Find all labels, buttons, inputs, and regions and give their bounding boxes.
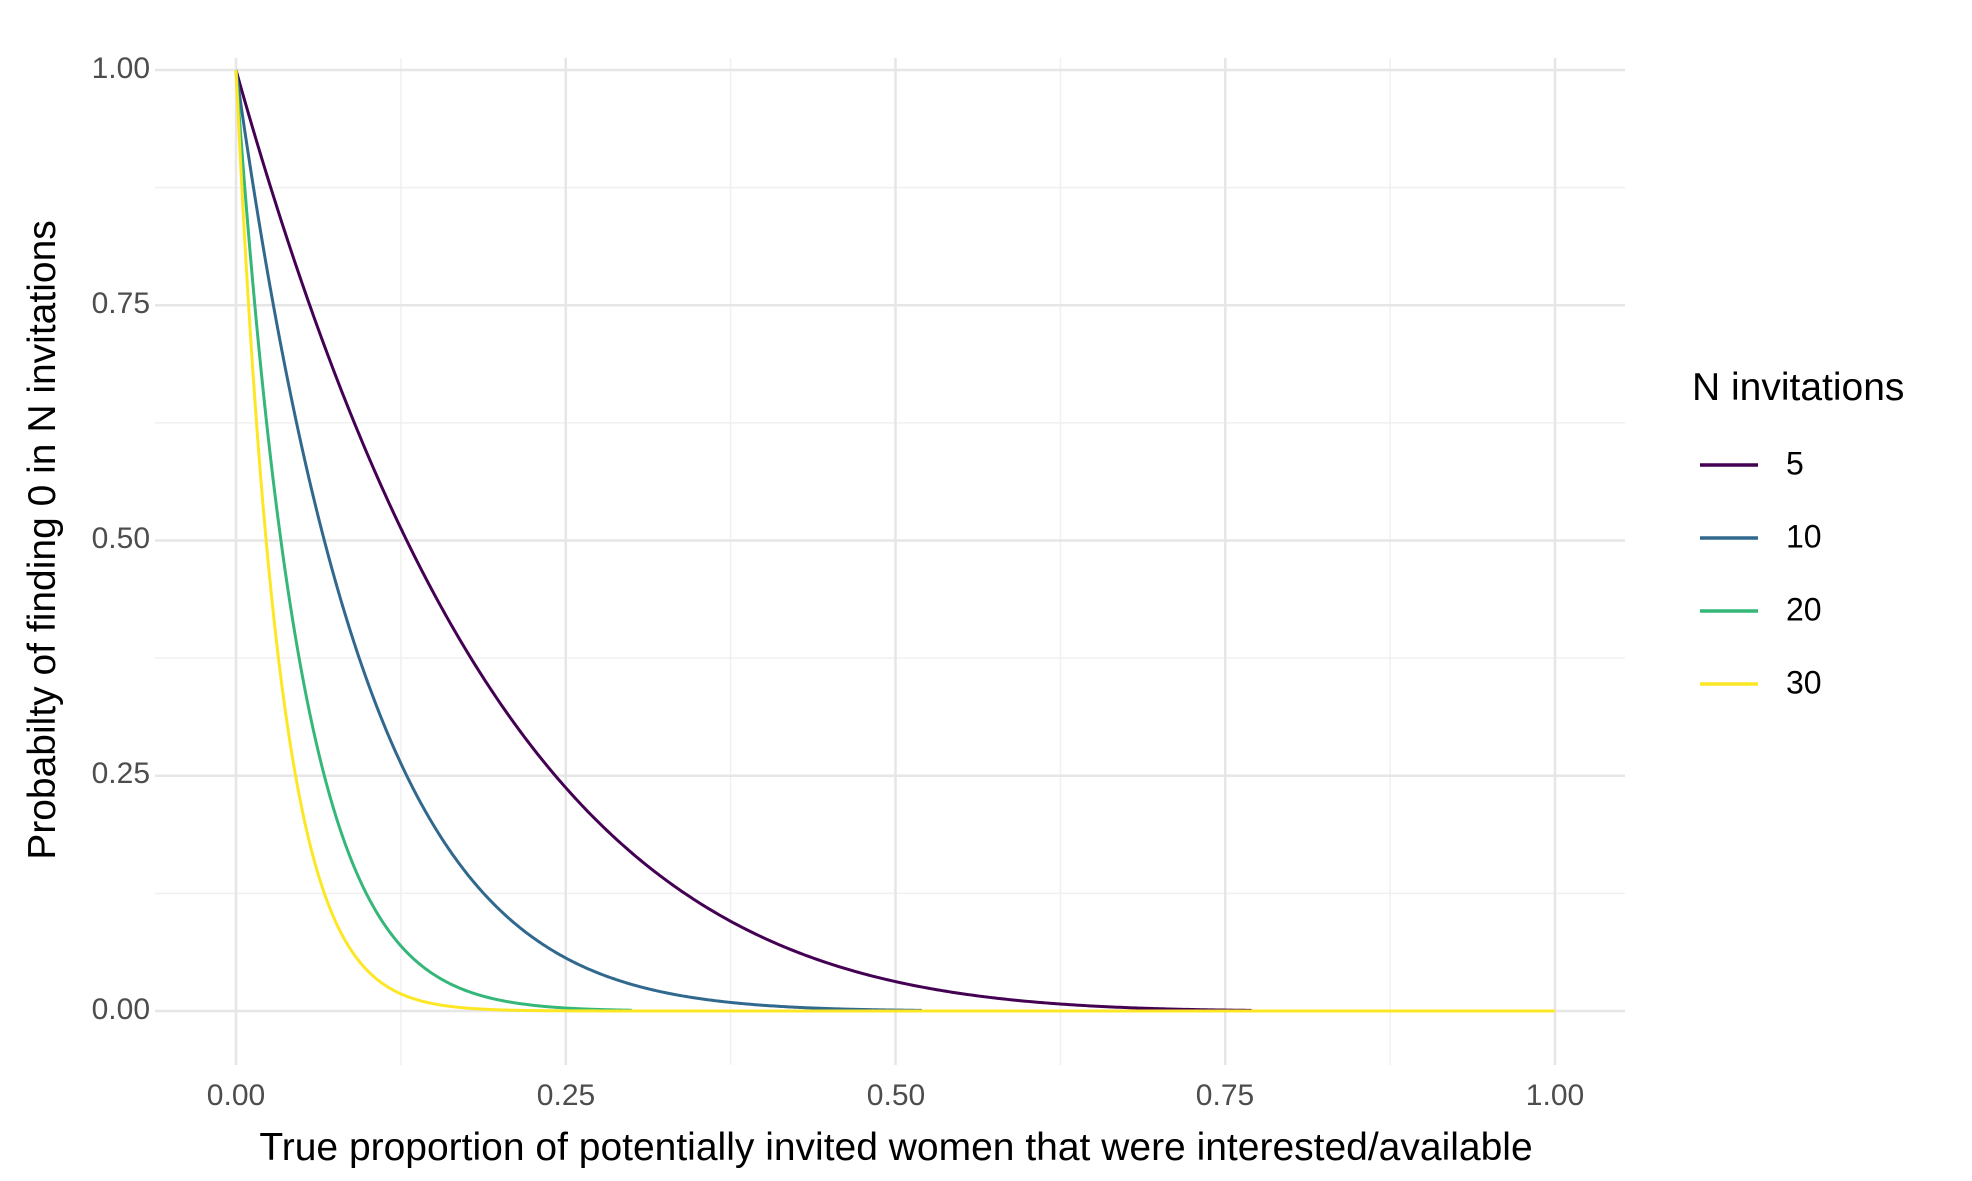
x-tick-label: 0.00 — [207, 1079, 265, 1112]
x-axis-title: True proportion of potentially invited w… — [259, 1126, 1532, 1169]
y-tick-label: 0.50 — [92, 522, 150, 555]
legend-label: 10 — [1786, 518, 1822, 554]
x-tick-label: 0.25 — [537, 1079, 595, 1112]
series-line-5 — [234, 69, 1252, 1012]
legend-label: 30 — [1786, 664, 1822, 700]
series-line-30 — [234, 69, 1555, 1013]
x-tick-label: 0.75 — [1196, 1079, 1254, 1112]
y-tick-label: 1.00 — [92, 52, 150, 85]
y-tick-label: 0.00 — [92, 993, 150, 1026]
series-lines — [234, 69, 1555, 1013]
y-tick-labels: 0.00 0.25 0.50 0.75 1.00 — [92, 52, 150, 1026]
legend-label: 5 — [1786, 445, 1804, 481]
y-tick-label: 0.25 — [92, 757, 150, 790]
y-tick-label: 0.75 — [92, 287, 150, 320]
x-tick-label: 1.00 — [1526, 1079, 1584, 1112]
legend-label: 20 — [1786, 591, 1822, 627]
y-axis-title: Probabilty of finding 0 in N invitations — [21, 220, 64, 860]
series-line-20 — [234, 69, 633, 1012]
legend-title: N invitations — [1692, 366, 1904, 409]
minor-gridlines — [155, 58, 1625, 1065]
legend: N invitations 5 10 20 30 — [1692, 366, 1904, 700]
x-tick-labels: 0.00 0.25 0.50 0.75 1.00 — [207, 1079, 1584, 1112]
series-line-10 — [234, 69, 922, 1012]
major-gridlines — [155, 58, 1625, 1065]
x-tick-label: 0.50 — [867, 1079, 925, 1112]
